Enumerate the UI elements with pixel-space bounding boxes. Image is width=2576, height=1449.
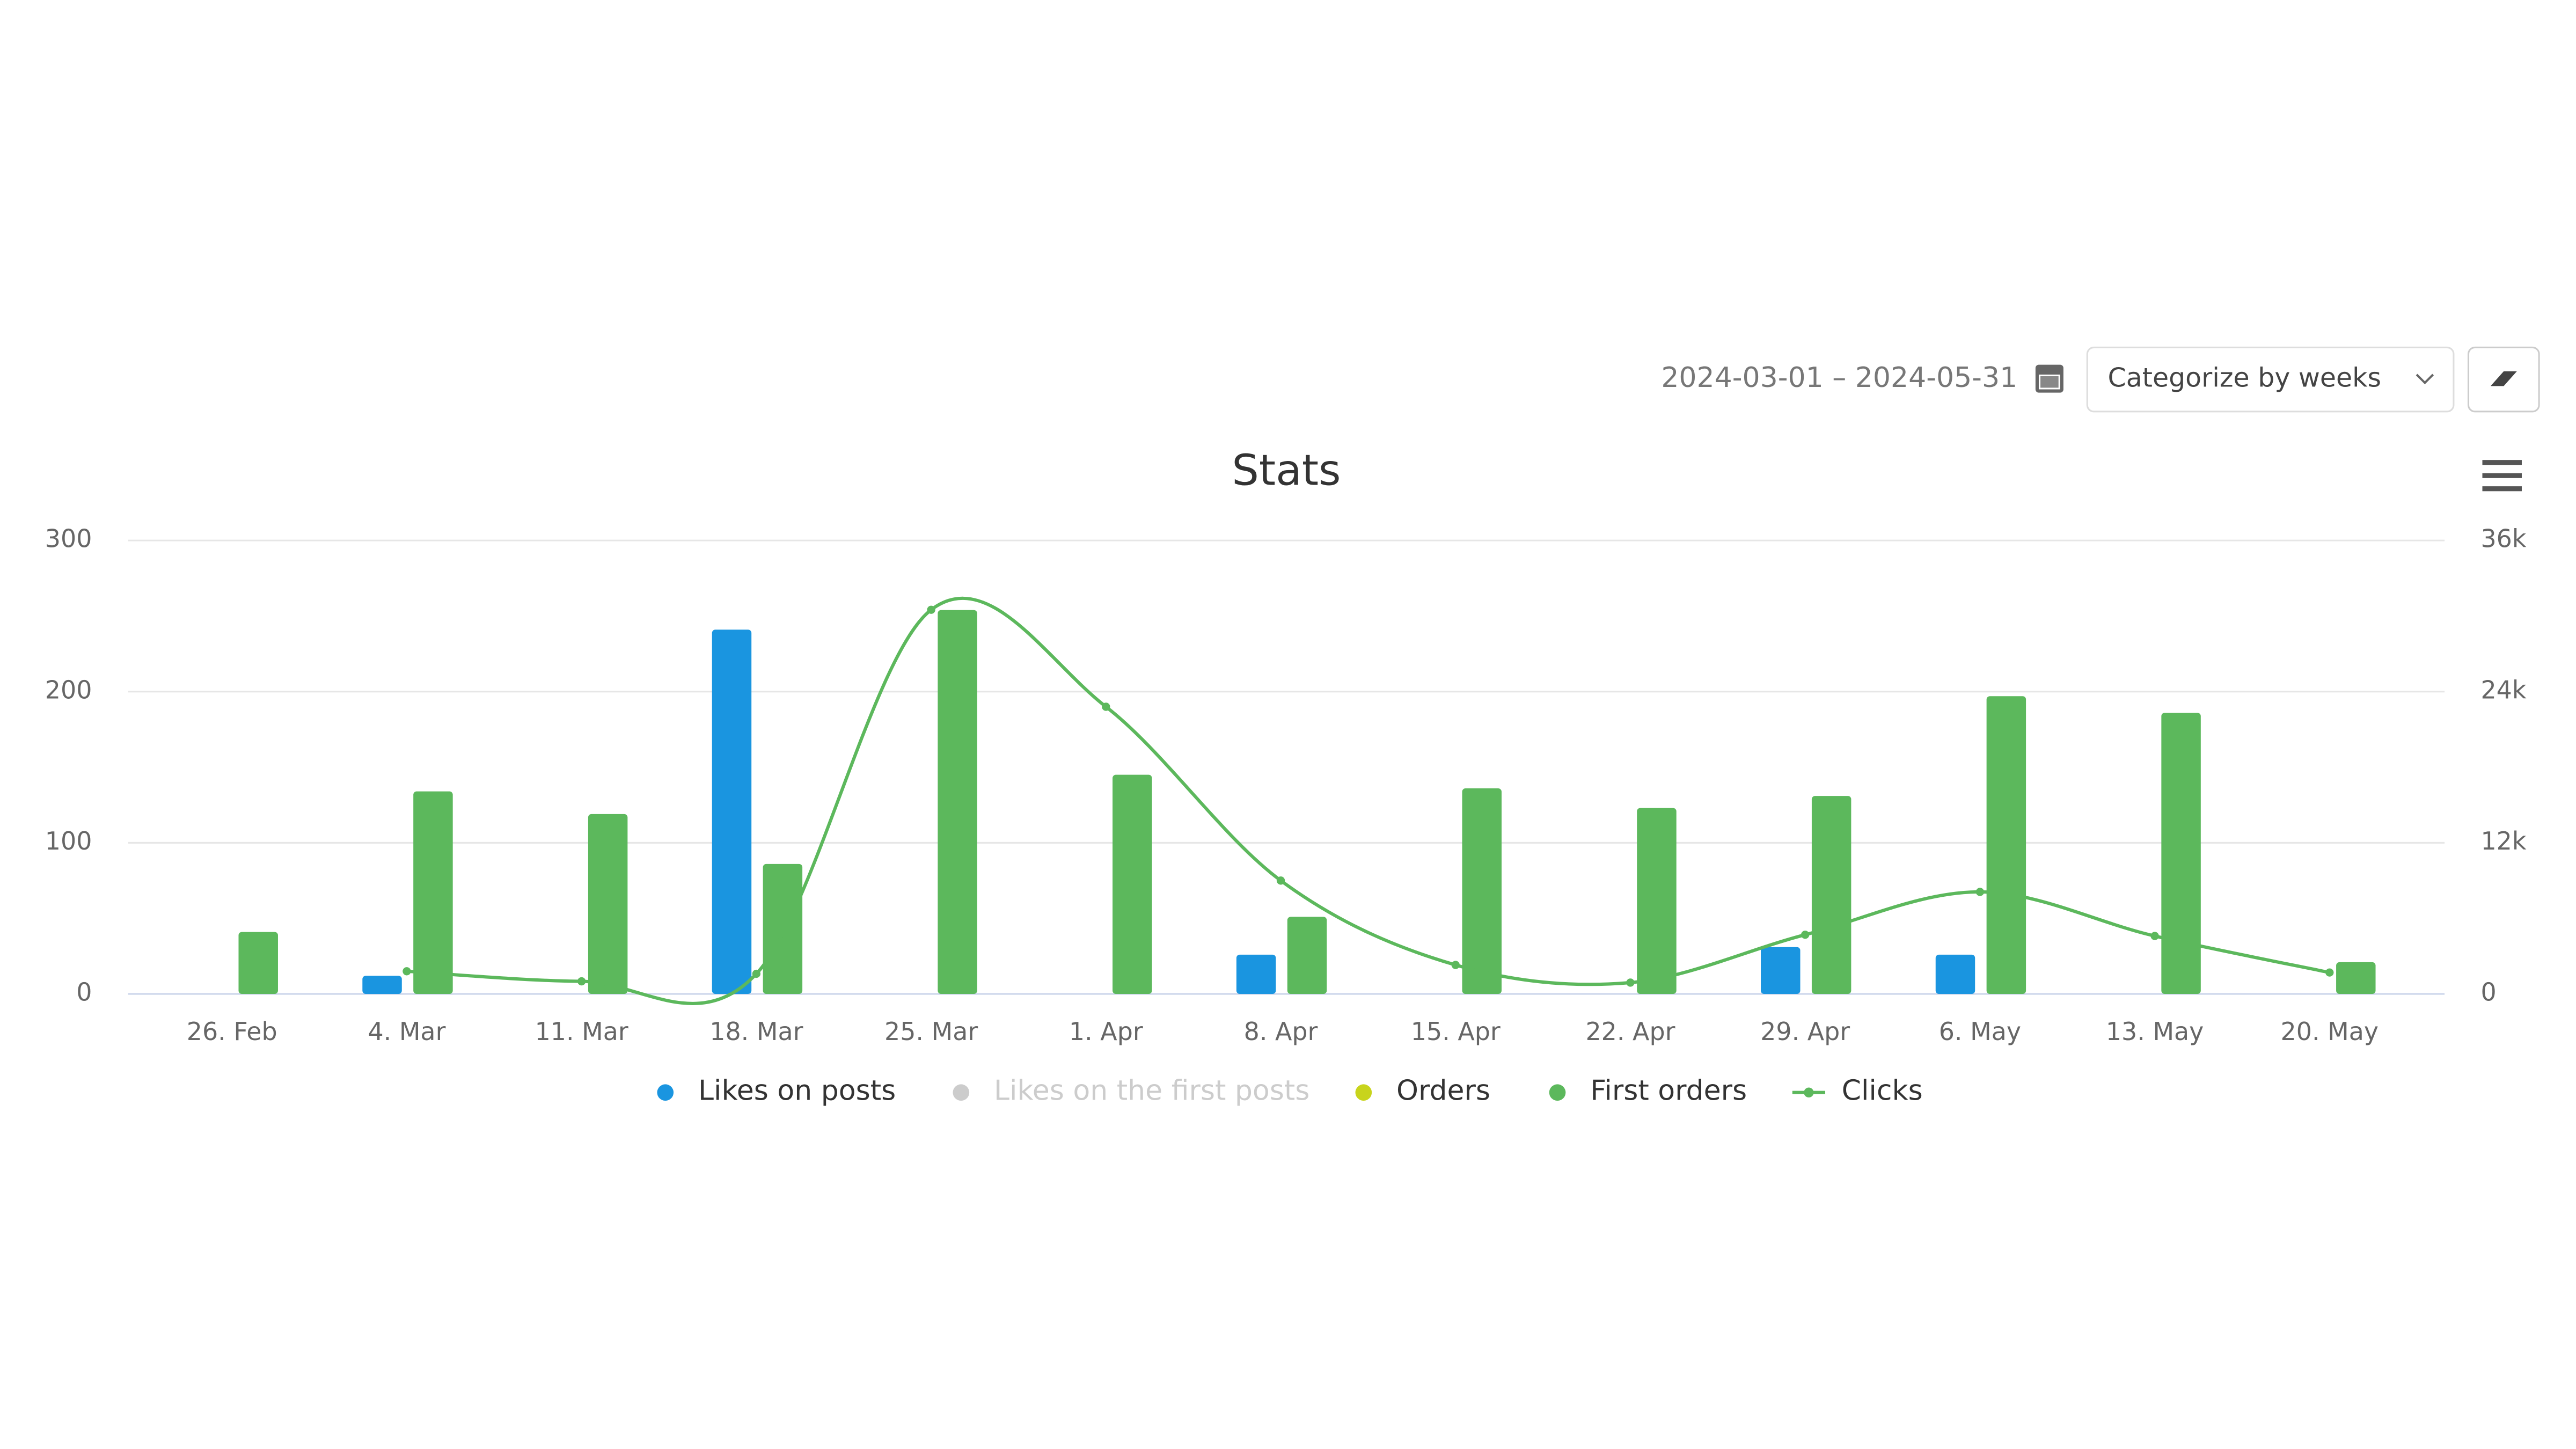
y2-tick-label: 0 [2480,978,2496,1007]
y-tick-label: 200 [45,675,92,704]
y-tick-label: 300 [45,524,92,553]
x-tick-label: 22. Apr [1585,1017,1675,1046]
line-point [927,605,935,614]
line-point [2150,932,2159,940]
x-tick-label: 6. May [1939,1017,2021,1046]
bar [1637,808,1677,994]
y2-tick-label: 12k [2480,826,2526,855]
group-select[interactable]: Categorize by weeks [2086,346,2455,413]
bar [2336,962,2376,994]
y-tick-label: 0 [76,978,92,1007]
legend-marker [657,1084,674,1101]
line-point [1975,888,1985,896]
x-tick-label: 8. Apr [1244,1017,1318,1046]
legend-label[interactable]: Clicks [1842,1075,1923,1107]
bar [413,791,453,994]
bar [1811,796,1851,994]
legend-label[interactable]: Likes on the first posts [994,1075,1309,1107]
menu-button[interactable] [2482,460,2522,492]
x-tick-label: 11. Mar [535,1017,628,1046]
x-tick-label: 1. Apr [1069,1017,1143,1046]
legend-marker [1804,1087,1814,1097]
line-point [752,969,761,978]
x-tick-label: 26. Feb [187,1017,277,1046]
bar [1935,954,1975,994]
legend-marker [1355,1084,1372,1101]
line-point [1626,978,1635,987]
legend-label[interactable]: First orders [1590,1075,1747,1107]
calendar-icon[interactable] [2035,364,2063,393]
bar [238,932,278,994]
line-point [402,967,411,976]
x-tick-label: 20. May [2281,1017,2379,1046]
bar [1462,788,1502,994]
y2-tick-label: 24k [2480,675,2526,704]
line-point [1276,876,1285,885]
y-tick-label: 100 [45,826,92,855]
bar [763,863,803,994]
chart-title: Stats [1232,445,1341,495]
x-tick-label: 25. Mar [884,1017,978,1046]
bar [1986,696,2026,994]
x-tick-label: 15. Apr [1411,1017,1501,1046]
bar [1287,917,1327,994]
x-tick-label: 13. May [2106,1017,2204,1046]
bar [1113,774,1152,994]
line-point [577,977,586,986]
bar [362,976,402,994]
bar [938,610,977,994]
x-tick-label: 18. Mar [709,1017,803,1046]
legend-marker [1549,1084,1566,1101]
legend-marker [953,1084,970,1101]
bar [712,630,752,994]
bar [2161,713,2201,994]
line-point [1801,931,1810,939]
clear-button[interactable] [2467,346,2540,413]
y2-tick-label: 36k [2480,524,2526,553]
bar [588,814,628,994]
legend-label[interactable]: Orders [1396,1075,1490,1107]
line-point [2325,968,2334,977]
date-range[interactable]: 2024-03-01 – 2024-05-31 [1661,362,2017,394]
line [406,596,2330,1005]
x-tick-label: 4. Mar [368,1017,445,1046]
bar [1236,954,1276,994]
bar [1761,947,1801,994]
x-tick-label: 29. Apr [1760,1017,1850,1046]
line-point [1451,961,1460,969]
select-value: Categorize by weeks [2108,363,2382,393]
legend-label[interactable]: Likes on posts [698,1075,896,1107]
line-point [1102,702,1110,711]
